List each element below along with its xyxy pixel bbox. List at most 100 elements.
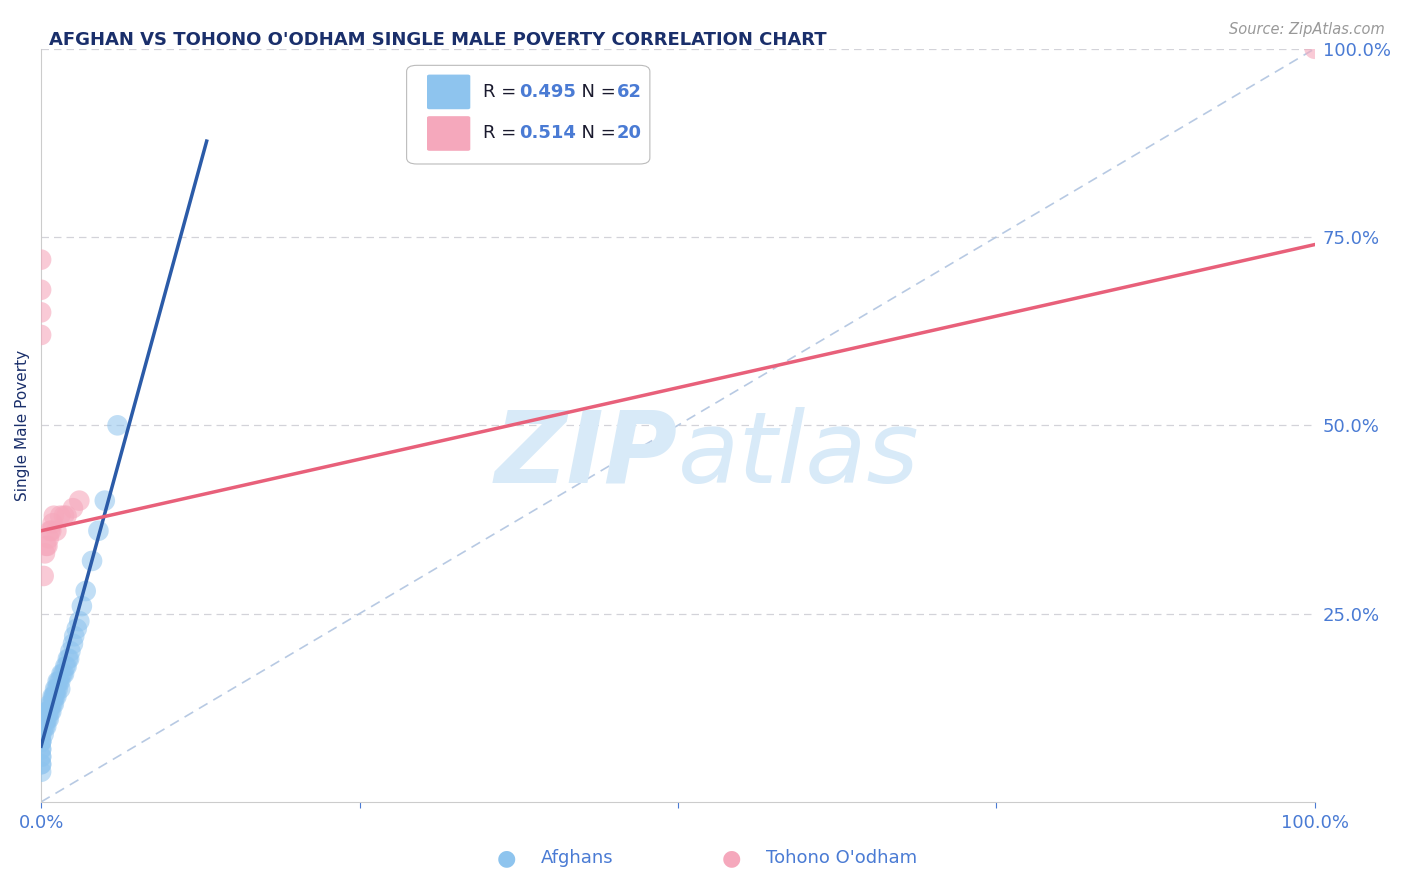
Text: Afghans: Afghans [541,849,614,867]
Point [39,697,62,711]
Point [37,705,59,719]
Point [30,328,52,343]
Point [30,734,52,748]
Point [45,524,67,538]
Text: R =: R = [484,83,522,101]
Point [32,569,55,583]
Point [52,666,75,681]
Point [70,599,93,613]
Point [44,690,66,704]
Point [30,727,52,741]
Point [30,734,52,748]
Point [30,720,52,734]
Point [30,742,52,756]
Point [30,742,52,756]
Point [34,720,56,734]
Y-axis label: Single Male Poverty: Single Male Poverty [15,350,30,501]
Point [49,681,72,696]
Point [32,727,55,741]
Point [42,690,65,704]
Point [38,712,60,726]
Point [53,659,76,673]
Point [39,524,62,538]
Text: R =: R = [484,125,522,143]
Point [45,681,67,696]
Point [30,757,52,772]
Text: N =: N = [569,125,621,143]
Point [30,283,52,297]
Point [44,681,66,696]
Point [1303,42,1326,56]
Point [46,674,69,689]
Text: ZIP: ZIP [495,407,678,504]
Point [39,705,62,719]
Point [30,252,52,267]
Point [46,681,69,696]
Text: 0.495: 0.495 [519,83,575,101]
Text: N =: N = [569,83,621,101]
Text: atlas: atlas [678,407,920,504]
Point [30,749,52,764]
Point [62,637,84,651]
FancyBboxPatch shape [427,116,470,151]
Point [80,554,103,568]
Point [67,614,90,628]
Point [42,697,65,711]
FancyBboxPatch shape [427,75,470,109]
Point [38,531,60,545]
Point [49,508,72,523]
Point [58,652,80,666]
Point [30,757,52,772]
Point [107,418,129,433]
Text: 20: 20 [617,125,641,143]
Point [42,508,65,523]
Point [66,622,89,636]
Point [38,705,60,719]
Point [37,539,59,553]
Point [49,674,72,689]
Point [75,584,97,599]
Point [42,690,65,704]
Point [35,720,58,734]
Point [63,629,86,643]
Point [62,501,84,516]
Point [94,493,117,508]
Point [30,749,52,764]
Point [39,705,62,719]
Point [34,712,56,726]
Point [30,727,52,741]
Point [30,734,52,748]
Point [34,546,56,560]
Point [53,508,76,523]
Text: Tohono O'odham: Tohono O'odham [766,849,917,867]
Point [48,674,70,689]
Point [55,508,77,523]
Point [37,705,59,719]
Point [37,712,59,726]
Text: AFGHAN VS TOHONO O'ODHAM SINGLE MALE POVERTY CORRELATION CHART: AFGHAN VS TOHONO O'ODHAM SINGLE MALE POV… [49,31,827,49]
Point [30,764,52,779]
Point [30,305,52,319]
Point [41,697,63,711]
Point [35,539,58,553]
Point [32,720,55,734]
Point [30,720,52,734]
Point [59,644,82,658]
Point [45,690,67,704]
Point [41,690,63,704]
Point [53,666,76,681]
Point [67,493,90,508]
Text: ●: ● [496,848,516,868]
Point [30,720,52,734]
Text: 0.514: 0.514 [519,125,575,143]
Point [35,712,58,726]
FancyBboxPatch shape [406,65,650,164]
Text: 62: 62 [617,83,641,101]
Text: ●: ● [721,848,741,868]
Point [51,666,73,681]
Point [55,659,77,673]
Point [39,524,62,538]
Point [41,516,63,531]
Point [56,652,79,666]
Point [87,524,110,538]
